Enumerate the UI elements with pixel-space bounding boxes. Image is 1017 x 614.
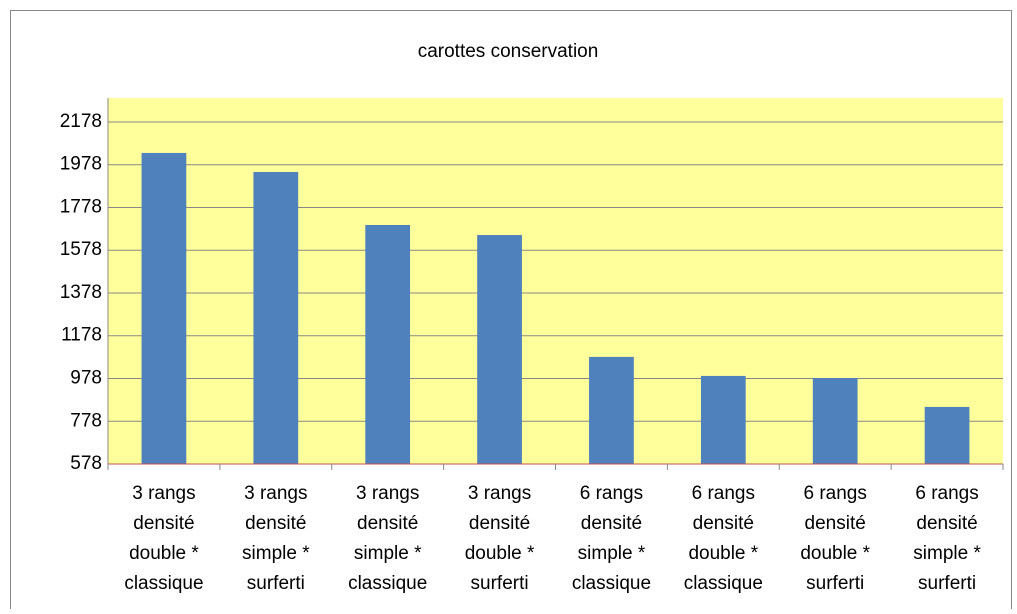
x-tick-label: 6 rangs — [915, 483, 978, 504]
x-tick-label: simple * — [578, 543, 646, 564]
x-tick-label: 3 rangs — [244, 483, 307, 504]
chart-title: carottes conservation — [418, 41, 599, 62]
bar — [365, 224, 411, 464]
y-tick-label: 778 — [70, 410, 102, 431]
x-tick-label: 6 rangs — [580, 483, 643, 504]
x-tick-label: densité — [357, 513, 418, 534]
x-tick-label: densité — [916, 513, 977, 534]
x-tick-label: simple * — [354, 543, 422, 564]
y-tick-label: 1578 — [60, 239, 102, 260]
x-tick-label: densité — [469, 513, 530, 534]
bar — [700, 375, 746, 464]
x-tick-label: 3 rangs — [468, 483, 531, 504]
x-tick-label: classique — [684, 573, 763, 594]
x-tick-label: double * — [688, 543, 758, 564]
x-tick-label: 6 rangs — [804, 483, 867, 504]
x-tick-label: simple * — [913, 543, 981, 564]
y-tick-label: 578 — [70, 453, 102, 474]
y-tick-label: 1378 — [60, 282, 102, 303]
x-tick-label: densité — [133, 513, 194, 534]
x-tick-label: classique — [124, 573, 203, 594]
bar — [477, 235, 522, 464]
x-tick-label: double * — [800, 543, 870, 564]
x-tick-label: classique — [348, 573, 427, 594]
x-tick-label: densité — [805, 513, 866, 534]
bar — [253, 171, 299, 465]
x-tick-label: 3 rangs — [356, 483, 419, 504]
x-tick-label: densité — [245, 513, 306, 534]
x-tick-label: simple * — [242, 543, 310, 564]
x-tick-label: 6 rangs — [692, 483, 755, 504]
x-tick-label: surferti — [247, 573, 305, 594]
plot-area — [108, 98, 1003, 464]
y-tick-label: 978 — [70, 368, 102, 389]
x-tick-label: surferti — [806, 573, 864, 594]
bar — [924, 406, 970, 464]
y-tick-label: 1778 — [60, 196, 102, 217]
bar — [589, 356, 634, 464]
y-tick-label: 1978 — [60, 154, 102, 175]
bar — [812, 378, 858, 464]
x-tick-label: double * — [129, 543, 199, 564]
y-tick-label: 2178 — [60, 111, 102, 132]
x-tick-label: densité — [581, 513, 642, 534]
x-tick-label: surferti — [471, 573, 529, 594]
bar — [141, 152, 187, 465]
x-tick-label: double * — [465, 543, 535, 564]
x-tick-label: surferti — [918, 573, 976, 594]
x-tick-label: classique — [572, 573, 651, 594]
y-tick-label: 1178 — [61, 325, 102, 346]
x-tick-label: densité — [693, 513, 754, 534]
x-tick-label: 3 rangs — [132, 483, 195, 504]
